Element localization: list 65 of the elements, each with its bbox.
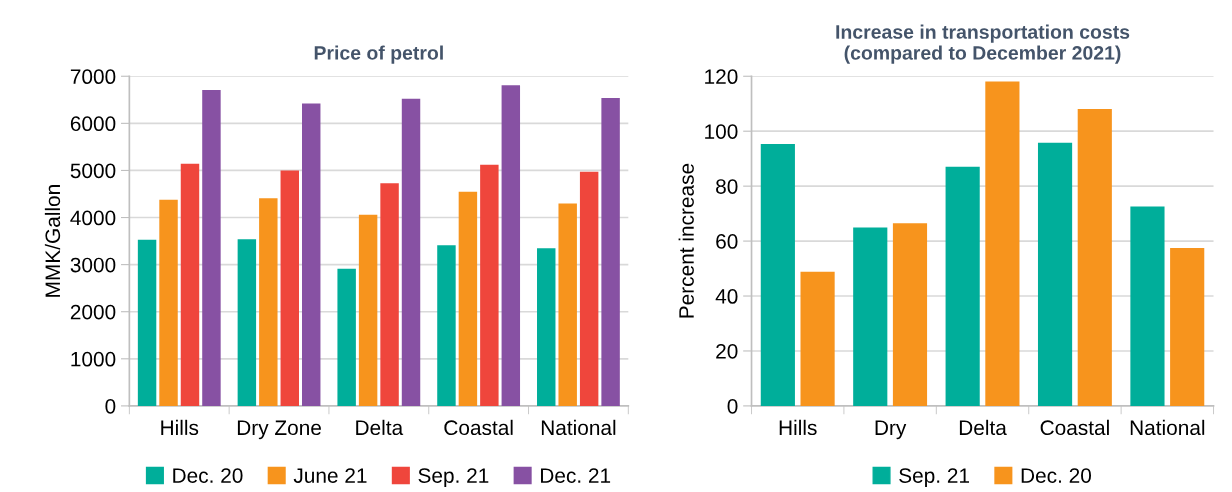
y-tick-label: 1000 — [71, 351, 116, 367]
x-tick-label: National — [541, 419, 616, 436]
bar — [501, 85, 521, 406]
bar — [558, 203, 577, 406]
bar — [137, 239, 157, 406]
legend-label: Dec. 21 — [541, 468, 611, 483]
x-tick-label: Hills — [779, 419, 817, 436]
bar — [237, 239, 257, 406]
bar — [892, 223, 928, 406]
y-tick-label: 0 — [105, 398, 116, 414]
legend-label: Dec. 20 — [173, 468, 243, 483]
bar — [985, 81, 1020, 406]
x-tick-label: Coastal — [1040, 419, 1109, 436]
legend-label: June 21 — [293, 468, 367, 483]
y-axis-title: MMK/Gallon — [44, 185, 61, 297]
y-tick-label: 100 — [705, 124, 738, 139]
bar — [380, 183, 399, 406]
bar — [853, 227, 888, 406]
bar — [437, 245, 456, 406]
bar — [302, 103, 321, 406]
bar — [159, 199, 178, 406]
y-tick-label: 4000 — [70, 210, 116, 226]
bar — [1037, 142, 1073, 406]
y-tick-label: 7000 — [70, 69, 116, 85]
bar — [537, 248, 556, 406]
x-tick-label: Coastal — [444, 419, 513, 436]
legend-label: Dec. 20 — [1021, 468, 1092, 483]
y-tick-label: 80 — [716, 179, 738, 194]
bar — [337, 268, 356, 406]
y-tick-label: 0 — [727, 398, 738, 414]
bar — [180, 163, 200, 406]
x-tick-label: Dry Zone — [237, 420, 321, 440]
bar — [458, 191, 478, 406]
bar — [1170, 247, 1205, 406]
bar — [259, 198, 278, 406]
bar — [800, 271, 835, 406]
bar — [760, 144, 795, 406]
chart-title: Price of petrol — [314, 45, 443, 64]
bar — [1130, 206, 1165, 406]
y-axis-title: Percent increase — [678, 163, 694, 318]
bar — [202, 89, 221, 406]
legend-label: Sep. 21 — [899, 468, 970, 488]
x-tick-label: National — [1130, 419, 1205, 436]
bar — [280, 170, 299, 406]
bar — [358, 214, 378, 406]
x-tick-label: Hills — [161, 419, 199, 436]
y-tick-label: 3000 — [70, 257, 116, 273]
y-tick-label: 6000 — [70, 116, 116, 132]
y-tick-label: 20 — [716, 343, 738, 359]
bar — [945, 166, 980, 406]
y-tick-label: 120 — [705, 69, 738, 85]
bar — [601, 97, 620, 406]
bar — [1077, 108, 1112, 406]
chart-title: Increase in transportation costs (compared to December 2021) — [836, 24, 1130, 64]
x-tick-label: Delta — [356, 419, 404, 436]
bar — [401, 98, 421, 406]
bar — [579, 171, 599, 406]
x-tick-label: Delta — [959, 419, 1007, 436]
x-tick-label: Dry — [875, 420, 907, 440]
bar — [480, 164, 499, 406]
y-tick-label: 60 — [716, 234, 738, 249]
y-tick-label: 5000 — [70, 163, 116, 179]
y-tick-label: 2000 — [70, 304, 116, 320]
y-tick-label: 40 — [715, 289, 738, 304]
legend-label: Sep. 21 — [418, 468, 489, 488]
